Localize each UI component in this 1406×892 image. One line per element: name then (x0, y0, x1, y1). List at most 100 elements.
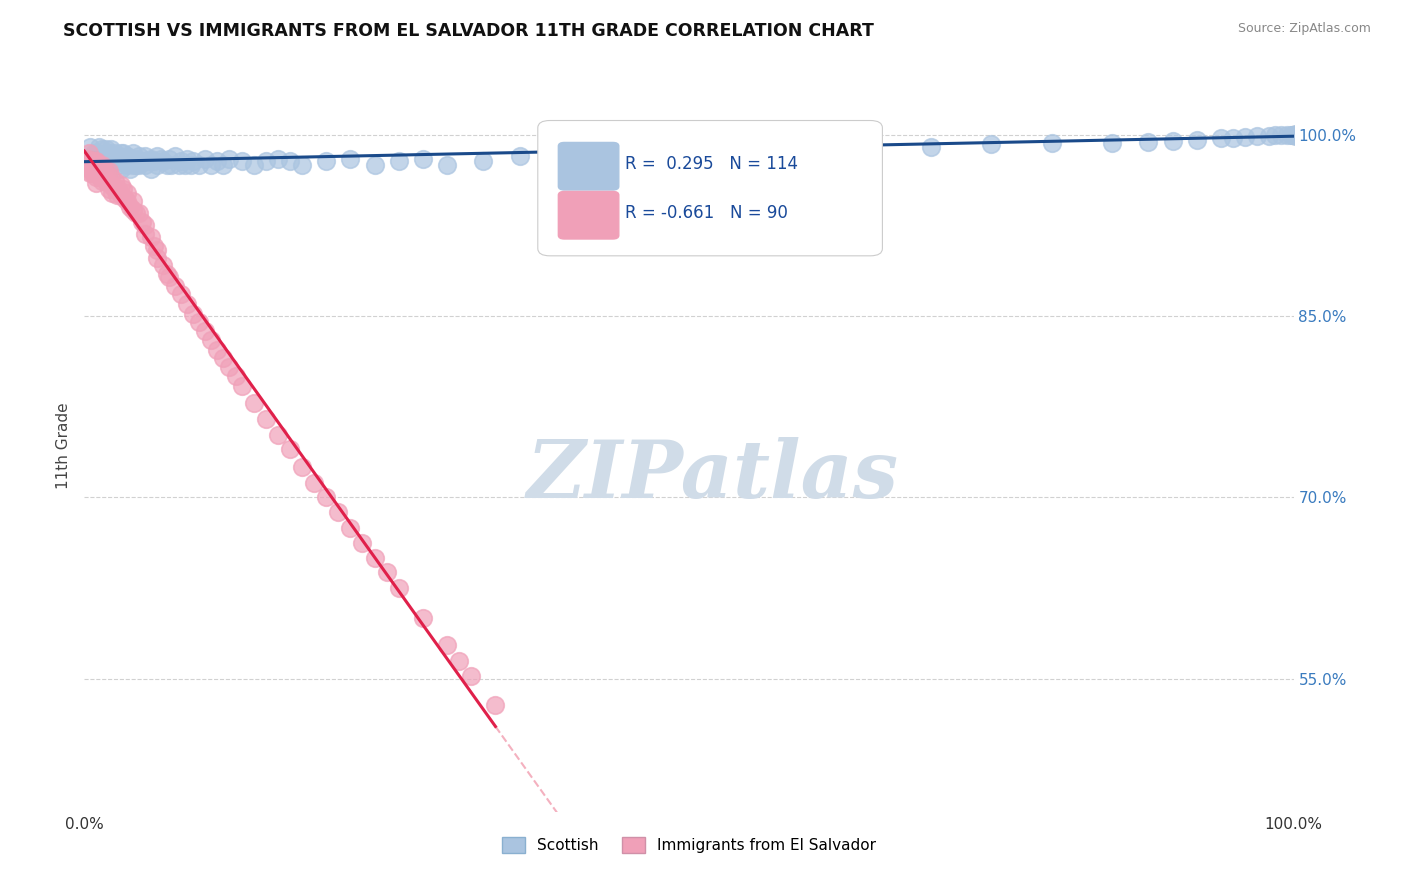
Point (155, 267, 177, 281)
Point (1282, 128, 1305, 142)
Point (170, 154, 193, 169)
Point (1277, 128, 1299, 142)
Point (89, 169, 111, 184)
Point (363, 158, 385, 172)
Point (1282, 128, 1305, 142)
Point (134, 149, 156, 163)
Point (104, 173, 127, 187)
Point (1101, 136, 1123, 150)
Point (200, 158, 222, 172)
Point (110, 154, 132, 169)
FancyBboxPatch shape (558, 192, 619, 239)
Point (93, 164, 115, 178)
Point (80, 158, 103, 172)
Point (91, 158, 114, 172)
Point (509, 149, 531, 163)
Point (460, 669, 482, 683)
Point (91, 166, 114, 180)
Point (157, 270, 180, 285)
Point (980, 137, 1002, 152)
Point (87, 166, 110, 180)
Point (115, 149, 138, 163)
Point (738, 142, 761, 156)
Point (131, 154, 153, 169)
Point (176, 297, 198, 311)
Point (1282, 128, 1305, 142)
Point (79, 166, 101, 180)
Point (89, 149, 111, 163)
Point (557, 145, 579, 160)
Point (121, 145, 143, 160)
Point (212, 158, 235, 172)
Point (143, 154, 166, 169)
Point (152, 154, 174, 169)
Point (91, 173, 114, 187)
Point (104, 182, 127, 196)
Point (134, 219, 156, 233)
Point (139, 161, 162, 176)
Point (678, 140, 700, 154)
Point (291, 460, 314, 475)
Point (110, 145, 132, 160)
Point (242, 158, 264, 172)
Text: R =  0.295   N = 114: R = 0.295 N = 114 (624, 155, 797, 173)
Point (79, 161, 101, 176)
Point (278, 442, 301, 456)
Text: Source: ZipAtlas.com: Source: ZipAtlas.com (1237, 22, 1371, 36)
Point (231, 379, 253, 393)
Point (139, 230, 162, 244)
Point (207, 343, 229, 357)
Point (77, 145, 100, 160)
FancyBboxPatch shape (538, 120, 883, 256)
Point (107, 149, 129, 163)
Point (388, 154, 411, 169)
Point (97, 145, 120, 160)
Text: R = -0.661   N = 90: R = -0.661 N = 90 (624, 204, 787, 222)
Point (200, 333, 222, 347)
Point (1282, 128, 1305, 142)
Point (388, 581, 411, 595)
Point (91, 142, 114, 156)
Point (920, 140, 942, 154)
Point (1137, 135, 1160, 149)
Point (278, 154, 301, 169)
Point (617, 142, 640, 156)
Point (120, 152, 142, 166)
Point (339, 152, 361, 166)
Point (83, 158, 105, 172)
Point (267, 427, 290, 442)
Point (86, 145, 108, 160)
Point (254, 412, 277, 426)
Point (110, 188, 132, 202)
Point (146, 149, 169, 163)
Point (1209, 131, 1232, 145)
Point (136, 154, 159, 169)
Point (242, 396, 264, 410)
Point (1161, 134, 1184, 148)
Point (194, 324, 217, 338)
Point (104, 154, 127, 169)
Point (1279, 128, 1302, 142)
Point (146, 251, 169, 265)
Point (131, 215, 153, 229)
Point (363, 550, 385, 565)
Point (1282, 128, 1305, 142)
Point (352, 536, 374, 550)
Point (149, 152, 172, 166)
Point (121, 202, 143, 217)
Point (165, 149, 187, 163)
Point (84, 164, 107, 178)
Point (128, 158, 150, 172)
Point (91, 158, 114, 172)
Point (254, 154, 277, 169)
Point (157, 152, 180, 166)
Point (107, 158, 129, 172)
Point (315, 154, 337, 169)
Point (87, 140, 110, 154)
Point (188, 158, 211, 172)
Point (472, 154, 495, 169)
Point (94, 149, 117, 163)
Point (1282, 128, 1305, 142)
Point (97, 173, 120, 187)
Point (146, 158, 169, 172)
